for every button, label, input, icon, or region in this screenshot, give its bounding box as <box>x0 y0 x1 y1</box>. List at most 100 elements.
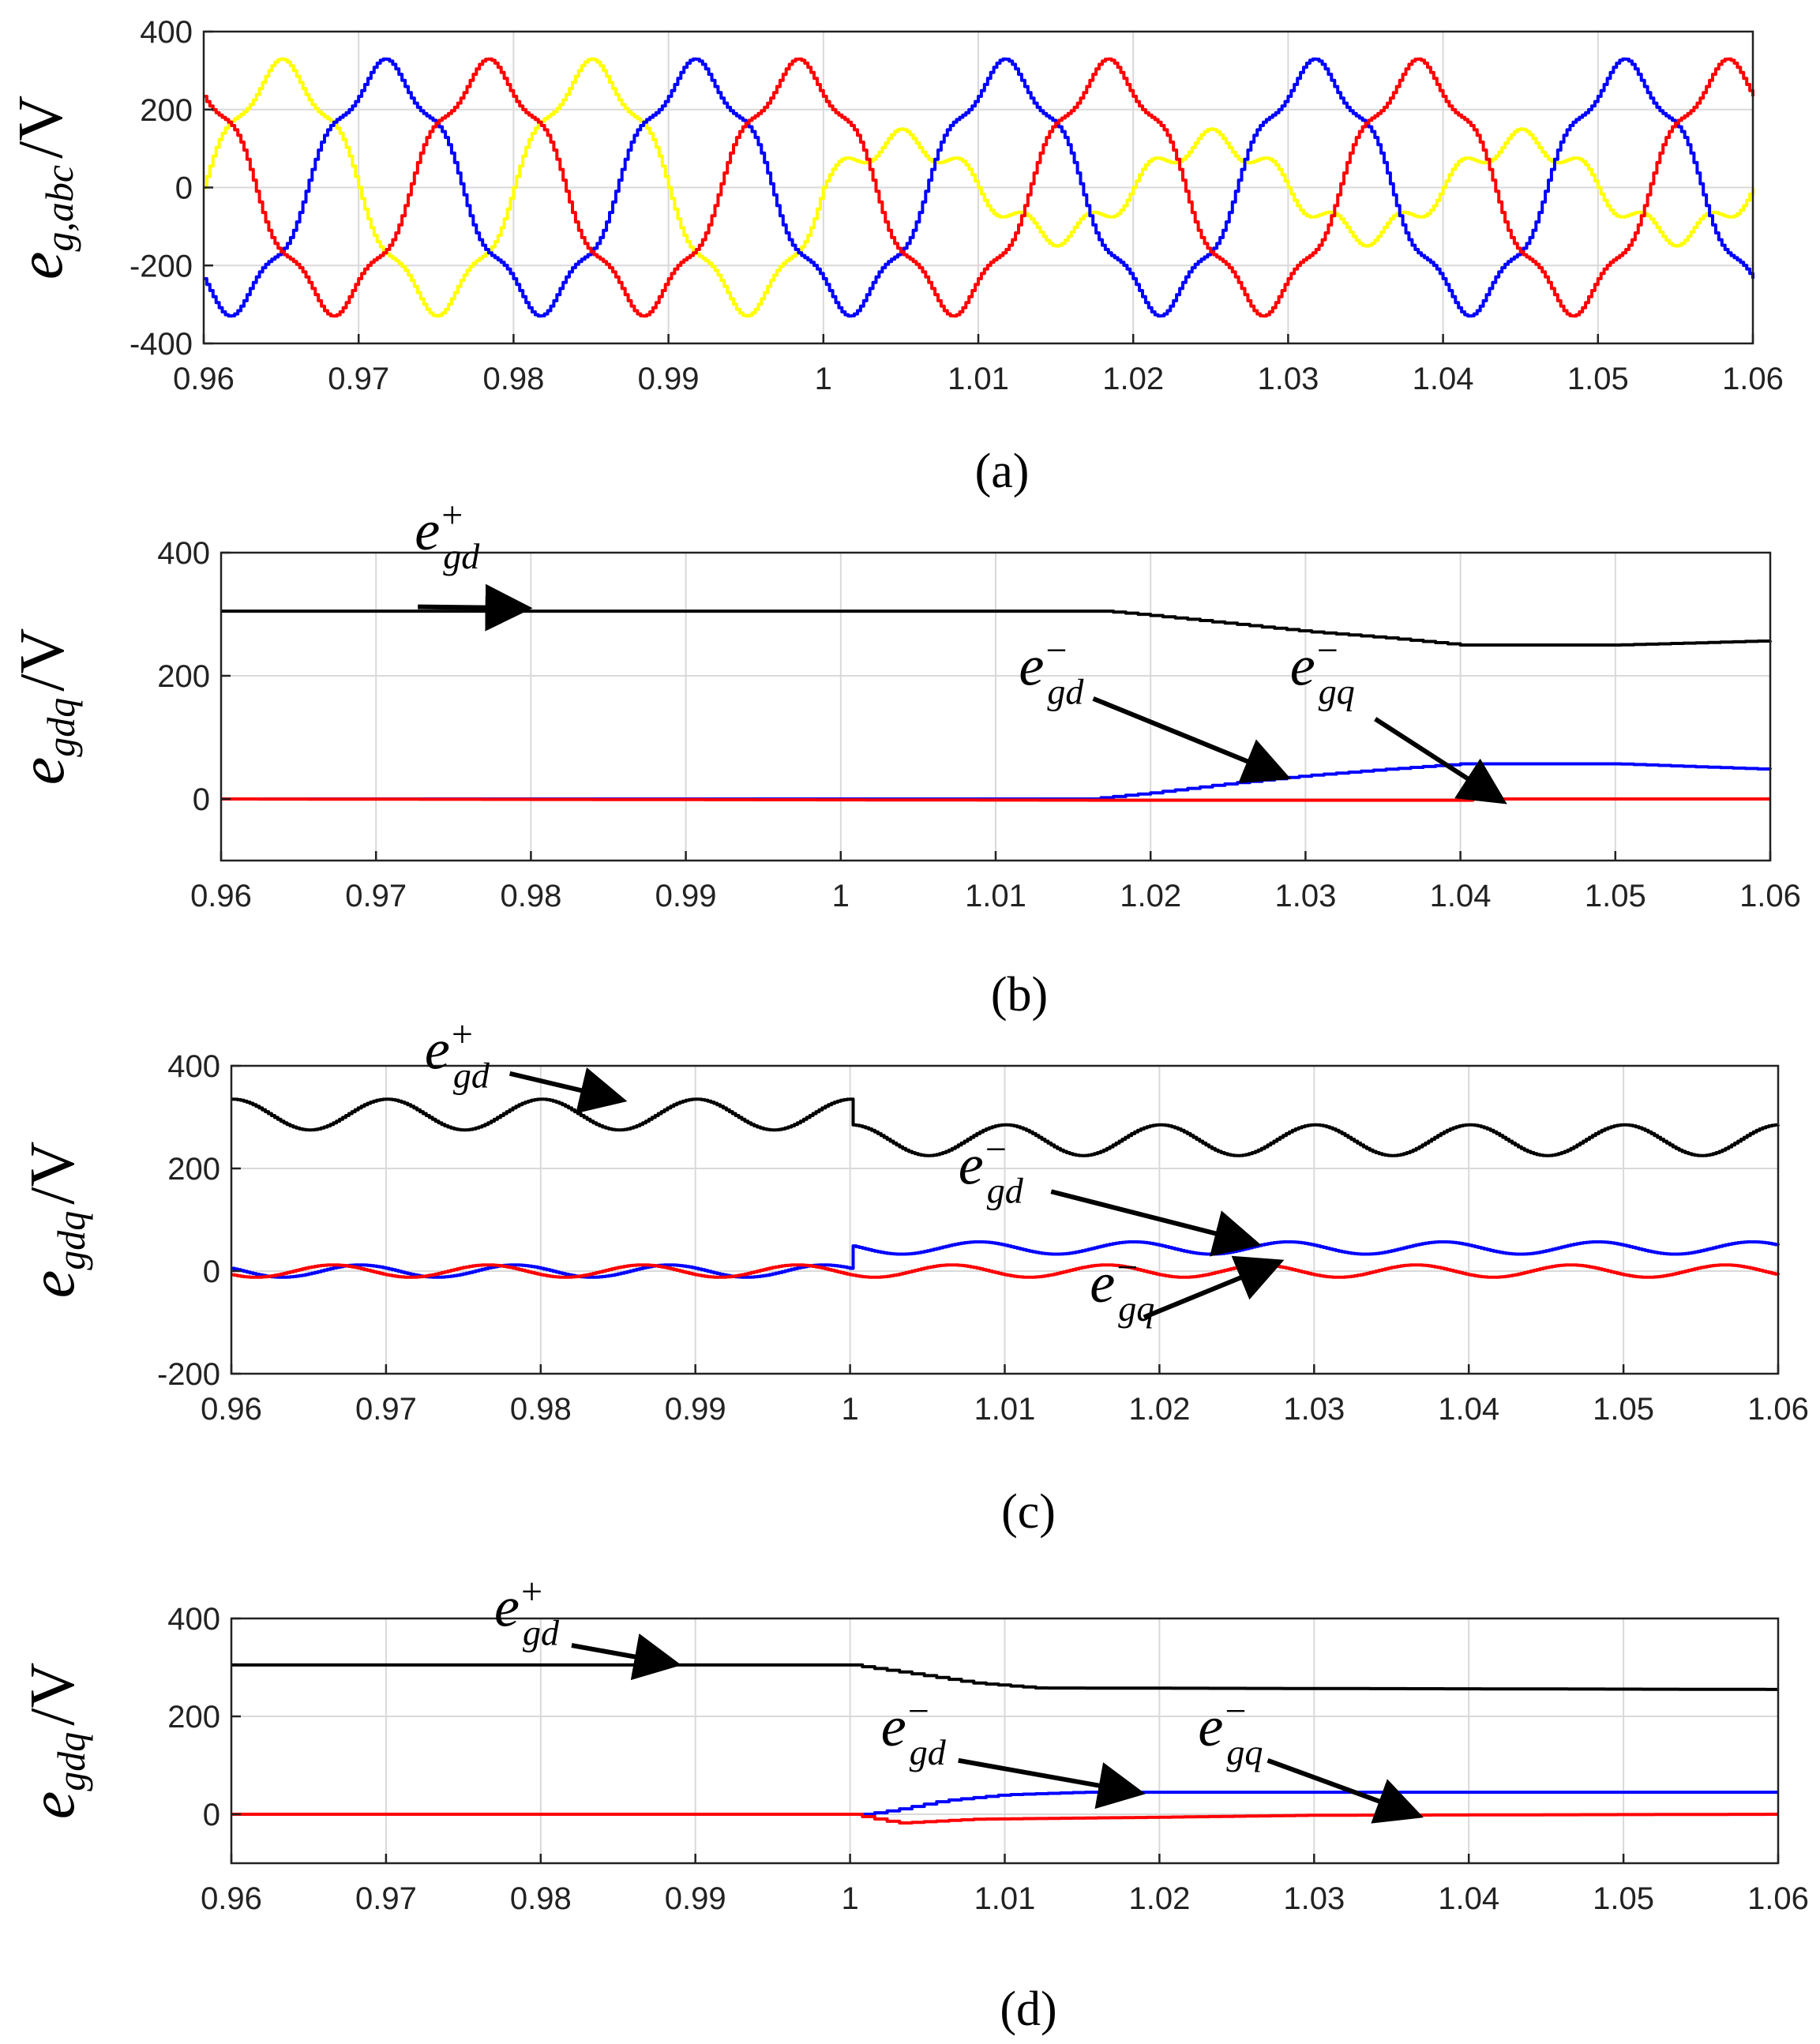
annotation-arrow <box>571 1633 682 1681</box>
x-tick-label: 1.04 <box>1413 362 1474 396</box>
x-tick-label: 1.06 <box>1747 1881 1809 1916</box>
annotation-sup: + <box>452 1013 473 1055</box>
panel-c-series <box>231 1097 1780 1279</box>
x-tick-label: 1.06 <box>1747 1392 1809 1427</box>
annotation-sub: gd <box>1047 672 1084 712</box>
x-tick-label: 1.01 <box>974 1392 1036 1427</box>
x-tick-label: 1.05 <box>1593 1392 1654 1427</box>
annotation-sub: gq <box>1319 672 1355 712</box>
annotation-arrow <box>1266 1757 1424 1824</box>
x-tick-label: 0.99 <box>665 1392 726 1427</box>
y-tick-label: 0 <box>175 171 193 206</box>
panel-b-x-tick-labels: 0.96 0.97 0.98 0.99 1 1.01 1.02 1.03 1.04 1.05 1.0… <box>190 879 1801 913</box>
panel-a-ylabel-unit: /V <box>6 96 76 159</box>
annotation-main: e <box>494 1575 520 1638</box>
x-tick-label: 1.04 <box>1430 879 1492 913</box>
panel-c-ylabel-unit: /V <box>18 1142 88 1205</box>
panel-c-y-tick-labels: 400 200 0 -200 <box>157 1049 220 1392</box>
annotation-sup: − <box>1045 630 1067 672</box>
panel-d-x-tick-labels: 0.96 0.97 0.98 0.99 1 1.01 1.02 1.03 1.04 1.05 1.0… <box>201 1881 1809 1916</box>
panel-b-y-axis-label: egdq/V <box>8 628 83 786</box>
series-line-c-2 <box>231 1263 1780 1279</box>
x-tick-label: 1 <box>815 362 832 396</box>
panel-a-ylabel-sub: g,abc <box>37 165 81 252</box>
annotation-label: e− gq <box>1290 630 1355 712</box>
annotation-arrow <box>958 1757 1146 1810</box>
annotation-sub: gq <box>1118 1288 1154 1329</box>
annotation-main: e <box>1019 635 1044 698</box>
x-tick-label: 1.04 <box>1438 1881 1499 1916</box>
panel-b-caption: (b) <box>991 968 1048 1022</box>
series-line-a-0 <box>204 57 1754 318</box>
annotation-main: e <box>1198 1695 1223 1758</box>
annotation-label: e− gd <box>959 1129 1024 1211</box>
x-tick-label: 1.01 <box>974 1881 1036 1916</box>
y-tick-label: -400 <box>129 327 193 362</box>
annotation-sup: − <box>985 1129 1007 1171</box>
annotation-sub: gq <box>1226 1732 1263 1772</box>
panel-b-ticks <box>220 551 1772 861</box>
panel-d-caption: (d) <box>1000 1982 1056 2036</box>
x-tick-label: 0.99 <box>655 879 717 913</box>
panel-c-y-axis-label: egdq/V <box>18 1142 93 1299</box>
x-tick-label: 0.97 <box>345 879 407 913</box>
y-tick-label: 0 <box>193 782 210 817</box>
x-tick-label: 0.99 <box>665 1881 726 1916</box>
panel-a-x-tick-labels: 0.96 0.97 0.98 0.99 1 1.01 1.02 1.03 1.04 1.05 1.0… <box>173 362 1784 396</box>
y-tick-label: 200 <box>167 1700 220 1735</box>
panel-b-ylabel-unit: /V <box>8 628 77 692</box>
y-tick-label: 0 <box>203 1255 220 1289</box>
annotation-main: e <box>415 499 440 562</box>
x-tick-label: 1.06 <box>1722 362 1784 396</box>
x-tick-label: 0.96 <box>201 1881 262 1916</box>
y-tick-label: 200 <box>140 93 193 128</box>
x-tick-label: 1 <box>832 879 850 913</box>
x-tick-label: 0.98 <box>510 1881 572 1916</box>
annotation-label: e− gd <box>1019 630 1084 712</box>
y-tick-label: -200 <box>129 249 193 283</box>
x-tick-label: 1.03 <box>1283 1392 1345 1427</box>
annotation-arrow <box>1092 696 1292 784</box>
annotation-arrow <box>1143 1255 1285 1320</box>
y-tick-label: 400 <box>157 536 210 571</box>
x-tick-label: 1.02 <box>1120 879 1181 913</box>
panel-d: 0.96 0.97 0.98 0.99 1 1.01 1.02 1.03 1.04 1.05 1.0… <box>18 1570 1809 2036</box>
x-tick-label: 1 <box>841 1881 858 1916</box>
panel-d-y-tick-labels: 400 200 0 <box>167 1602 220 1832</box>
annotation-main: e <box>959 1134 984 1197</box>
annotation-sup: + <box>521 1570 542 1612</box>
x-tick-label: 1.06 <box>1739 879 1801 913</box>
panel-a-series <box>204 57 1754 318</box>
panel-b-ylabel-main: e <box>8 757 77 786</box>
annotation-main: e <box>1290 635 1315 698</box>
annotation-sub: gd <box>453 1055 490 1095</box>
x-tick-label: 0.97 <box>355 1881 417 1916</box>
x-tick-label: 0.99 <box>638 362 700 396</box>
annotation-sup: + <box>441 494 463 536</box>
panel-a-y-tick-labels: 400 200 0 -200 -400 <box>129 15 193 362</box>
x-tick-label: 1.03 <box>1274 879 1336 913</box>
x-tick-label: 0.97 <box>355 1392 417 1427</box>
y-tick-label: 0 <box>203 1798 220 1832</box>
annotation-main: e <box>1090 1251 1115 1315</box>
panel-d-ticks <box>230 1617 1780 1863</box>
x-tick-label: 0.96 <box>201 1392 262 1427</box>
y-tick-label: 400 <box>167 1049 220 1084</box>
panel-a-y-axis-label: eg,abc/V <box>6 96 81 279</box>
y-tick-label: 400 <box>167 1602 220 1637</box>
panel-b-annotations: e+ gde− gd e− gq <box>415 494 1507 804</box>
panel-d-series <box>231 1663 1778 1825</box>
panel-a: 0.96 0.97 0.98 0.99 1 1.01 1.02 1.03 1.04 1.05 1.0… <box>6 15 1784 498</box>
annotation-sup: − <box>1317 630 1338 672</box>
panel-d-ylabel-sub: gdq <box>49 1732 93 1791</box>
panel-c-ticks <box>230 1064 1780 1375</box>
series-line-b-0 <box>221 609 1772 647</box>
panel-a-ticks <box>202 30 1754 345</box>
y-tick-label: 200 <box>157 659 210 694</box>
series-line-c-0 <box>231 1097 1780 1157</box>
panel-d-y-axis-label: egdq/V <box>18 1663 93 1820</box>
panel-b-grid <box>220 552 1771 861</box>
x-tick-label: 0.98 <box>510 1392 572 1427</box>
x-tick-label: 0.97 <box>328 362 389 396</box>
